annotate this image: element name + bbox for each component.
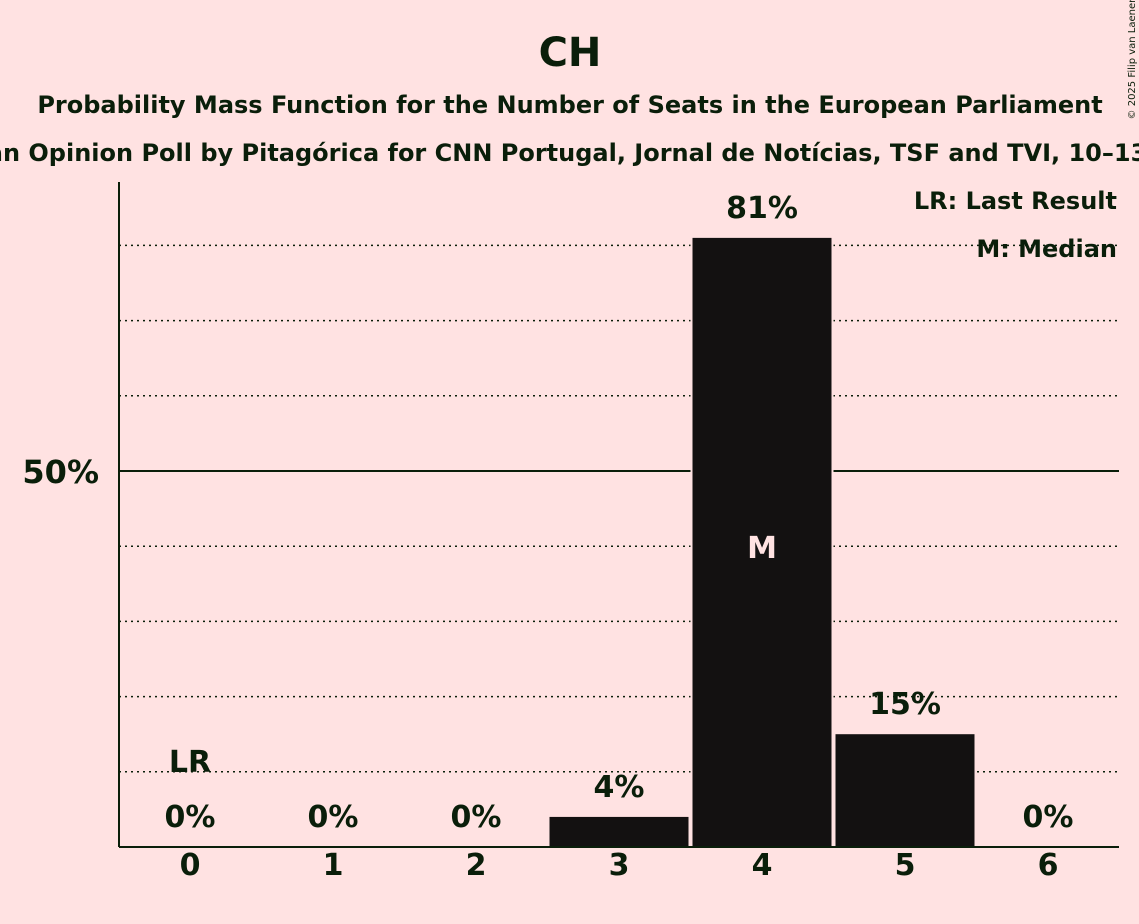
value-label-3: 4% — [594, 770, 645, 805]
legend: LR: Last Result M: Median — [914, 187, 1117, 263]
x-tick-4: 4 — [752, 848, 773, 883]
value-label-6: 0% — [1023, 800, 1074, 835]
x-tick-3: 3 — [609, 848, 630, 883]
x-tick-6: 6 — [1038, 848, 1059, 883]
value-label-5: 15% — [869, 687, 941, 722]
x-tick-2: 2 — [466, 848, 487, 883]
value-label-1: 0% — [308, 800, 359, 835]
bar-3 — [549, 816, 689, 847]
value-label-4: 81% — [726, 191, 798, 226]
gridlines — [119, 244, 1119, 773]
legend-median: M: Median — [976, 235, 1117, 263]
chart-source-line: Based on an Opinion Poll by Pitagórica f… — [0, 139, 1139, 167]
y-tick-50: 50% — [22, 453, 99, 491]
legend-last-result: LR: Last Result — [914, 187, 1117, 215]
bars — [547, 235, 977, 847]
last-result-marker: LR — [169, 745, 211, 780]
x-tick-1: 1 — [323, 848, 344, 883]
chart-title: CH — [539, 30, 602, 76]
value-label-0: 0% — [165, 800, 216, 835]
copyright-note: © 2025 Filip van Laenen — [1127, 0, 1138, 119]
x-tick-0: 0 — [180, 848, 201, 883]
bar-4 — [692, 237, 832, 847]
median-marker: M — [747, 531, 777, 566]
chart-subtitle: Probability Mass Function for the Number… — [37, 91, 1102, 119]
x-tick-5: 5 — [895, 848, 916, 883]
axes — [118, 182, 1119, 848]
value-label-2: 0% — [451, 800, 502, 835]
bar-5 — [835, 734, 975, 847]
